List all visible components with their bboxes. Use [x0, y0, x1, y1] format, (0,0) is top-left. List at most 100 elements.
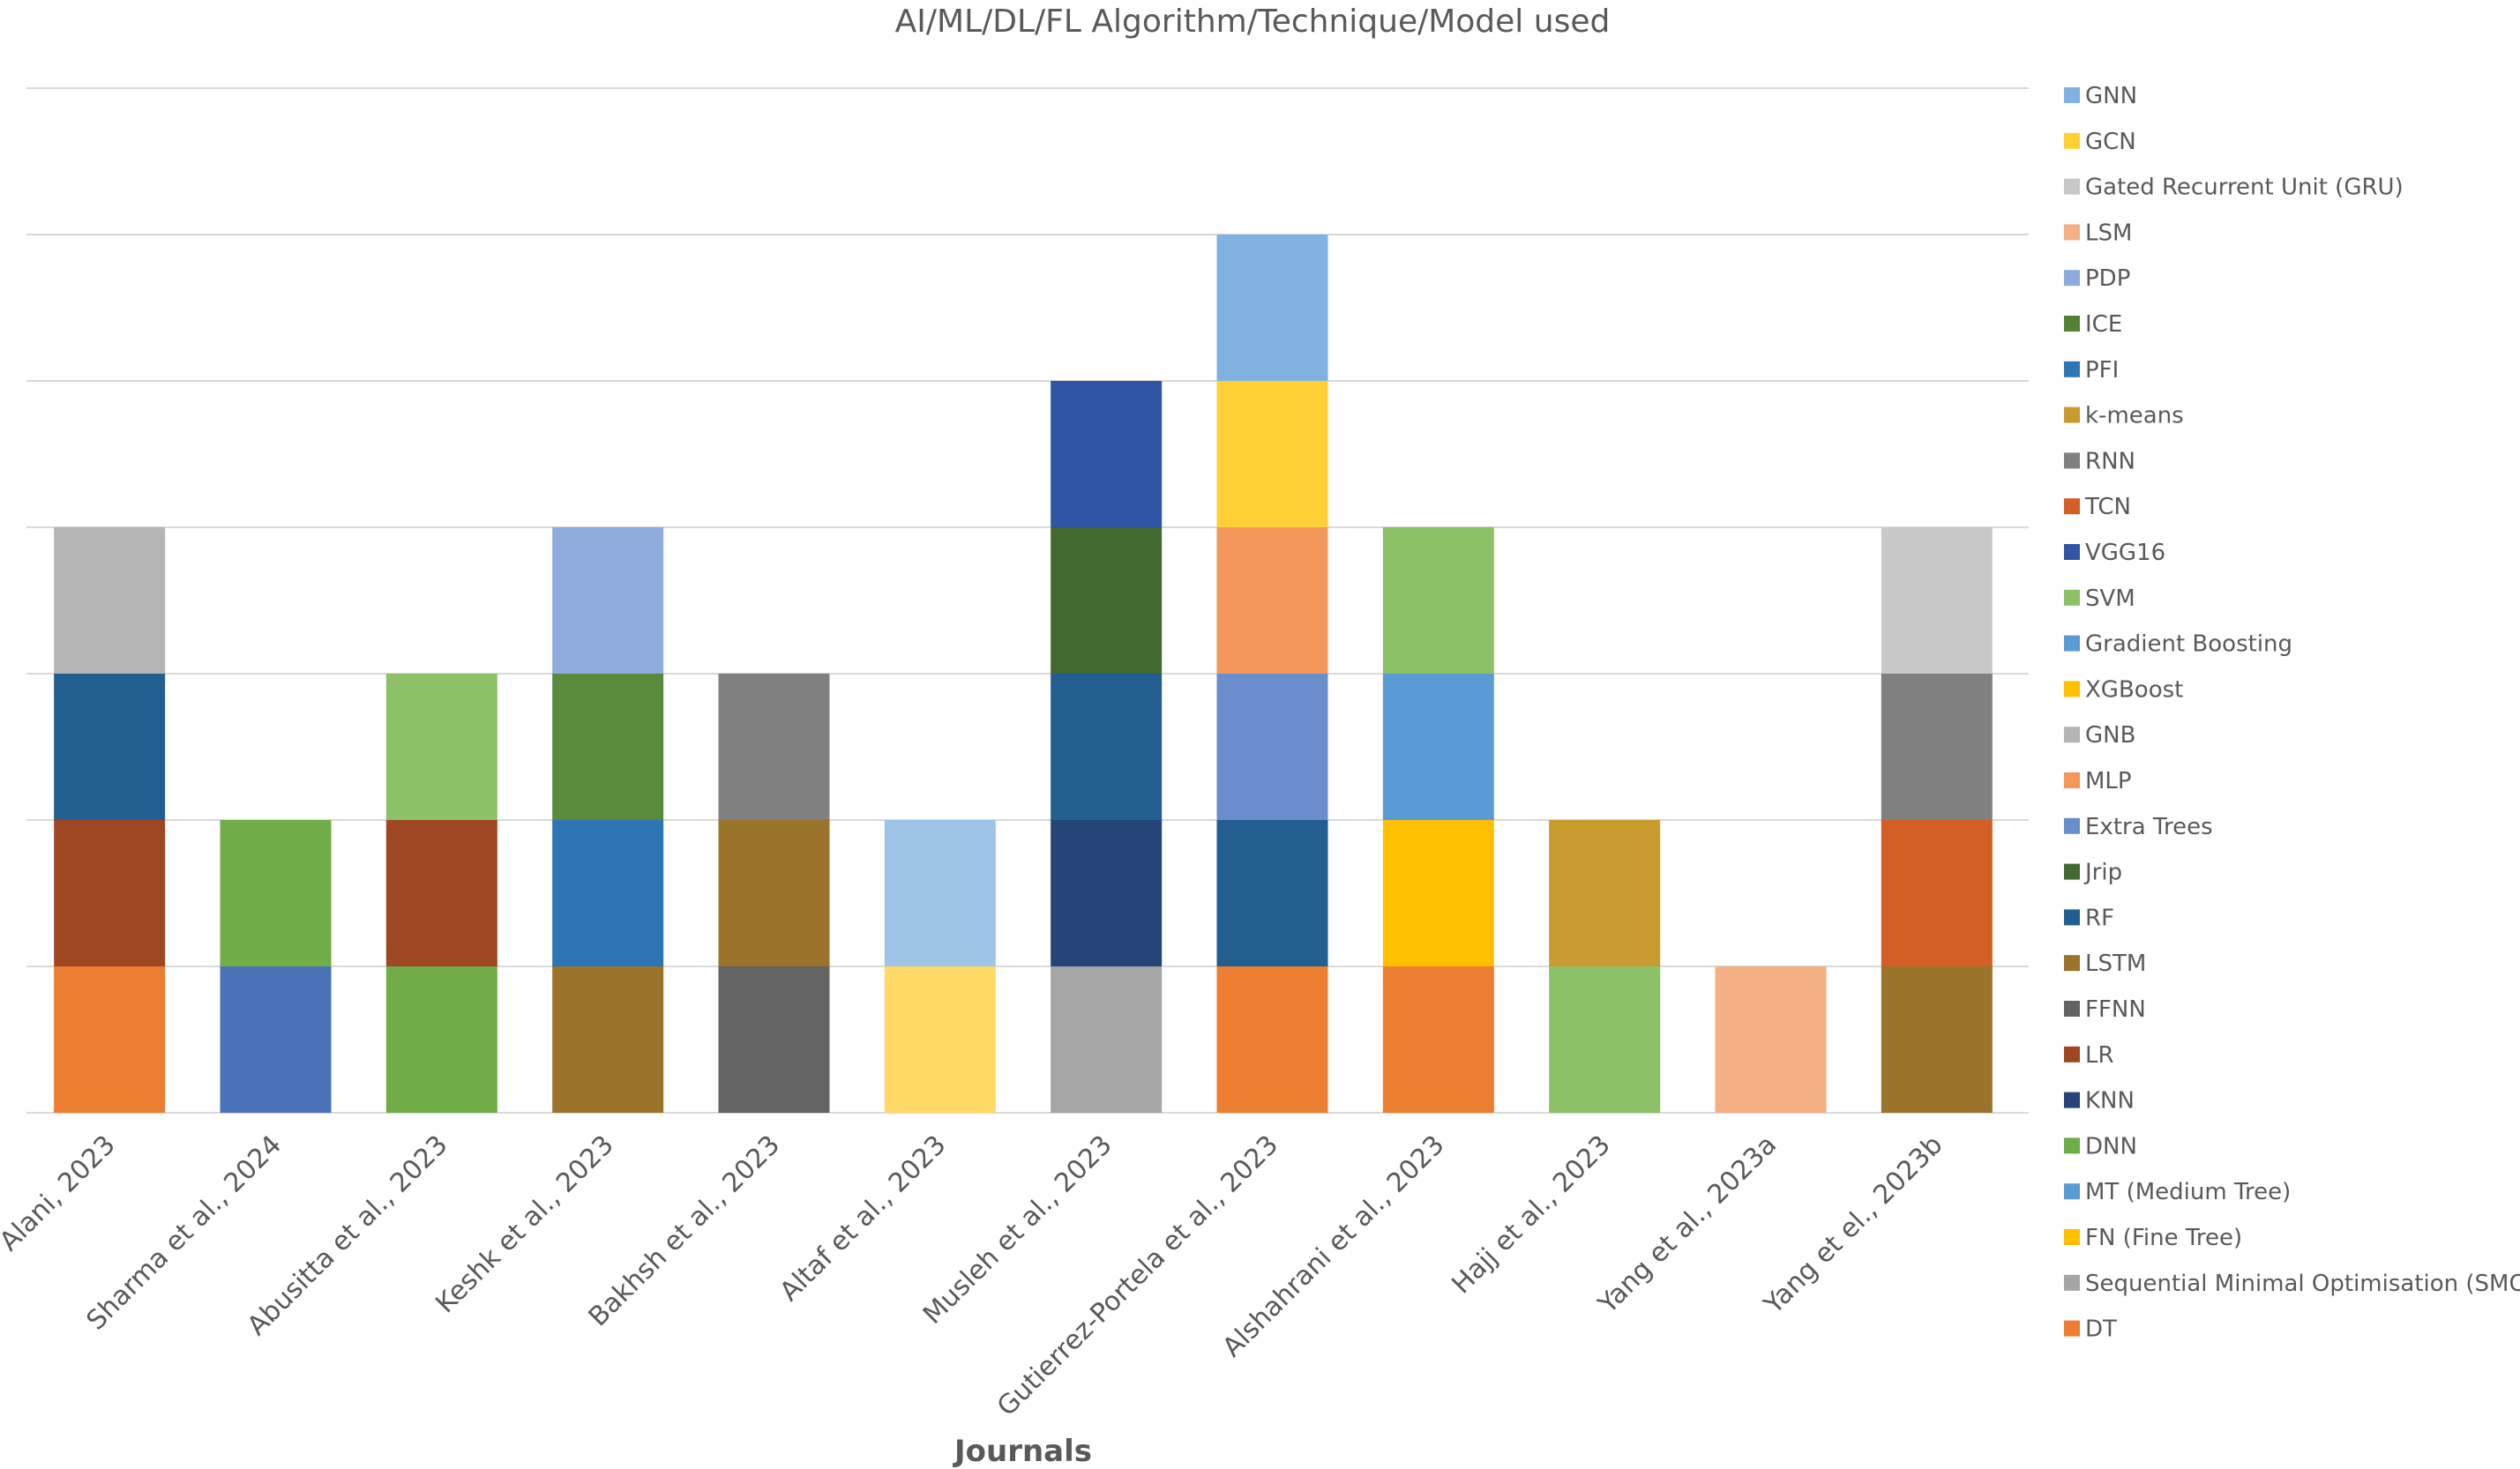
gridlines [26, 87, 2029, 1114]
bar-segment-lr [385, 820, 497, 966]
bar-segment-mt-medium-tree [1382, 674, 1494, 820]
bar-segment-k-means [1549, 820, 1661, 966]
x-tick-label: Yang et al., 2023a [1592, 1130, 1783, 1320]
legend-swatch [2064, 1229, 2080, 1245]
bar-segment-rnn [718, 674, 830, 820]
bar-segment-xgboost [1216, 381, 1328, 527]
bar-segment-tcn [1881, 820, 1993, 966]
bar-segment-fn-fine-tree [1382, 820, 1494, 966]
bar-segment-svm [1382, 527, 1494, 674]
bar-segment-lsm [1715, 966, 1827, 1113]
bar-segment-mlp [1216, 527, 1328, 674]
legend-label: LR [2085, 1042, 2114, 1069]
legend-label: Jrip [2083, 860, 2122, 886]
legend-label: PDP [2085, 265, 2130, 292]
legend-label: KNN [2085, 1088, 2135, 1115]
legend-swatch [2064, 1274, 2080, 1291]
bar-segment-jrip [1051, 527, 1163, 674]
legend-swatch [2064, 1046, 2080, 1063]
bar-segment-dnn [385, 966, 497, 1113]
legend-label: DT [2085, 1316, 2117, 1343]
bar-segment-lr [54, 820, 166, 966]
bar-segment-lstm [718, 820, 830, 966]
x-axis-title: Journals [953, 1434, 1092, 1469]
legend-label: MLP [2085, 768, 2132, 794]
bar-segment-svm [385, 674, 497, 820]
x-tick-label: Hajj et al., 2023 [1446, 1130, 1616, 1300]
x-tick-label: Musleh et al., 2023 [917, 1130, 1118, 1331]
legend-label: FFNN [2085, 996, 2146, 1023]
bar-segment-rnn [1881, 674, 1993, 820]
x-tick-label: Yang et el., 2023b [1758, 1130, 1949, 1321]
bar-segment-pdp [552, 527, 664, 674]
x-tick-label: Keshk et al., 2023 [430, 1130, 619, 1319]
x-tick-label: Altaf et al., 2023 [774, 1130, 953, 1308]
bar-segment-gated-recurrent-unit-gru [1881, 527, 1993, 674]
legend-label: TCN [2084, 494, 2131, 520]
legend-label: FN (Fine Tree) [2085, 1225, 2242, 1251]
legend-label: XGBoost [2085, 676, 2183, 703]
legend-swatch [2064, 1137, 2080, 1154]
legend-label: MT (Medium Tree) [2085, 1179, 2291, 1205]
legend-swatch [2064, 406, 2080, 423]
bar-segment-svm [1549, 966, 1661, 1113]
bar-segment-extra-trees [1216, 674, 1328, 820]
legend-swatch [2064, 361, 2080, 377]
bar-segment-sequential-minimal-optimisation-smo [1051, 966, 1163, 1113]
legend-label: RF [2085, 905, 2114, 931]
legend-swatch [2064, 1183, 2080, 1200]
bar-segment-ffnn [718, 966, 830, 1113]
legend-label: DNN [2085, 1133, 2137, 1160]
legend-swatch [2064, 498, 2080, 515]
legend-label: GNB [2085, 722, 2135, 749]
legend-swatch [2064, 681, 2080, 697]
legend-swatch [2064, 316, 2080, 332]
bar-segment-dt [1216, 966, 1328, 1113]
legend-swatch [2064, 772, 2080, 788]
legend-swatch [2064, 635, 2080, 652]
legend-swatch [2064, 909, 2080, 926]
legend-label: Extra Trees [2085, 814, 2213, 840]
legend-swatch [2064, 817, 2080, 834]
legend-label: Gated Recurrent Unit (GRU) [2085, 175, 2404, 201]
legend-label: ICE [2085, 311, 2122, 338]
x-tick-label: Alani, 2023 [0, 1130, 122, 1257]
x-tick-label: Bakhsh et al., 2023 [583, 1130, 786, 1332]
legend-swatch [2064, 452, 2080, 469]
legend-swatch [2064, 270, 2080, 287]
chart-title: AI/ML/DL/FL Algorithm/Technique/Model us… [895, 4, 1611, 40]
bar-segment-rf [1216, 820, 1328, 966]
legend: GNN GCN Gated Recurrent Unit (GRU) LSM PDP IC… [2064, 83, 2520, 1343]
bar-segment-gcn [884, 966, 996, 1113]
bar-segment-gradient-boosting [1216, 235, 1328, 381]
legend-swatch [2064, 863, 2080, 880]
legend-label: RNN [2085, 448, 2135, 474]
legend-swatch [2064, 1001, 2080, 1017]
legend-label: GNN [2085, 83, 2137, 109]
legend-swatch [2064, 544, 2080, 560]
legend-swatch [2064, 955, 2080, 972]
legend-label: VGG16 [2085, 540, 2165, 566]
bar-segment-dt [54, 966, 166, 1113]
bar-segment-lstm [552, 966, 664, 1113]
legend-swatch [2064, 224, 2080, 241]
bar-segment-rf [54, 674, 166, 820]
bar-segment-knn [1051, 820, 1163, 966]
bar-segment-lstm [1881, 966, 1993, 1113]
legend-swatch [2064, 178, 2080, 195]
legend-label: LSTM [2085, 951, 2146, 977]
bar-segment-pfi [552, 820, 664, 966]
legend-swatch [2064, 589, 2080, 606]
bar-segment-ice [552, 674, 664, 820]
legend-label: SVM [2085, 585, 2135, 612]
bar-segment-gnb [54, 527, 166, 674]
bar-segment-dnn [220, 820, 332, 966]
legend-swatch [2064, 132, 2080, 149]
legend-label: Gradient Boosting [2085, 631, 2292, 658]
legend-swatch [2064, 1092, 2080, 1108]
legend-label: PFI [2085, 357, 2119, 384]
bars [54, 235, 1993, 1113]
bar-segment-dt [1382, 966, 1494, 1113]
